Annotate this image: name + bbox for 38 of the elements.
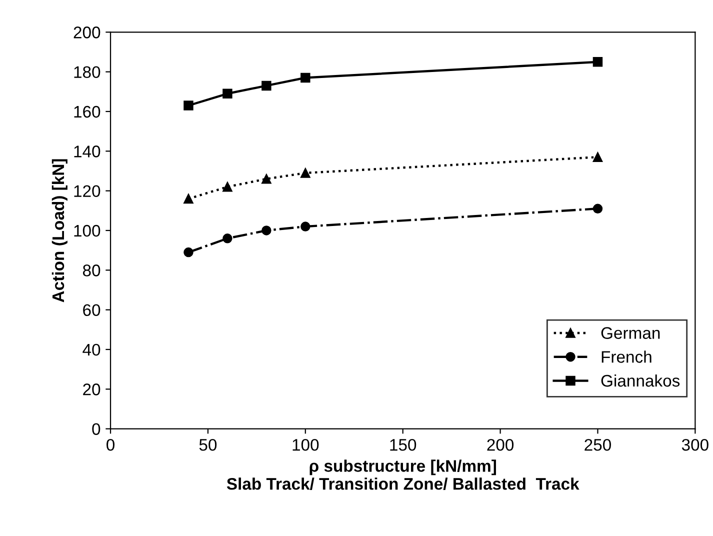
- point: [300, 168, 310, 178]
- point: [184, 100, 194, 110]
- legend-label: Giannakos: [601, 374, 680, 387]
- y-tick-label: 20: [83, 384, 100, 396]
- point: [592, 152, 603, 162]
- y-tick-label: 0: [92, 423, 100, 436]
- y-tick-label: 160: [74, 106, 100, 118]
- y-tick-label: 200: [74, 26, 100, 38]
- y-tick-label: 180: [74, 66, 100, 78]
- y-tick-label: 40: [82, 344, 100, 356]
- point: [262, 174, 272, 184]
- legend-label: German: [601, 327, 660, 339]
- point: [222, 234, 232, 244]
- x-tick-label: 200: [487, 438, 514, 451]
- y-tick-label: 60: [83, 304, 100, 316]
- x-tick-label: 0: [106, 438, 114, 451]
- point: [592, 204, 603, 214]
- x-tick-label: 150: [390, 438, 416, 451]
- point: [222, 182, 232, 192]
- x-tick-label: 250: [584, 438, 611, 451]
- y-tick-label: 120: [74, 185, 100, 198]
- x-axis-title: ρ substructure [kN/mm] Slab Track/ Transition Zone/ Ballasted Track: [226, 460, 580, 490]
- x-tick-label: 100: [292, 438, 319, 451]
- point: [184, 247, 194, 258]
- point: [262, 80, 272, 91]
- point: [300, 72, 310, 83]
- x-tick-label: 50: [199, 438, 217, 451]
- point: [184, 194, 194, 204]
- y-tick-label: 140: [74, 146, 100, 158]
- y-tick-label: 80: [82, 264, 100, 276]
- point: [222, 88, 232, 98]
- point: [592, 57, 603, 67]
- point: [300, 222, 310, 232]
- x-tick-label: 300: [682, 438, 708, 451]
- legend-label: French: [602, 350, 652, 363]
- y-axis-title: Action (Load) [kN]: [52, 159, 68, 302]
- y-tick-label: 100: [74, 224, 100, 237]
- point: [262, 226, 272, 236]
